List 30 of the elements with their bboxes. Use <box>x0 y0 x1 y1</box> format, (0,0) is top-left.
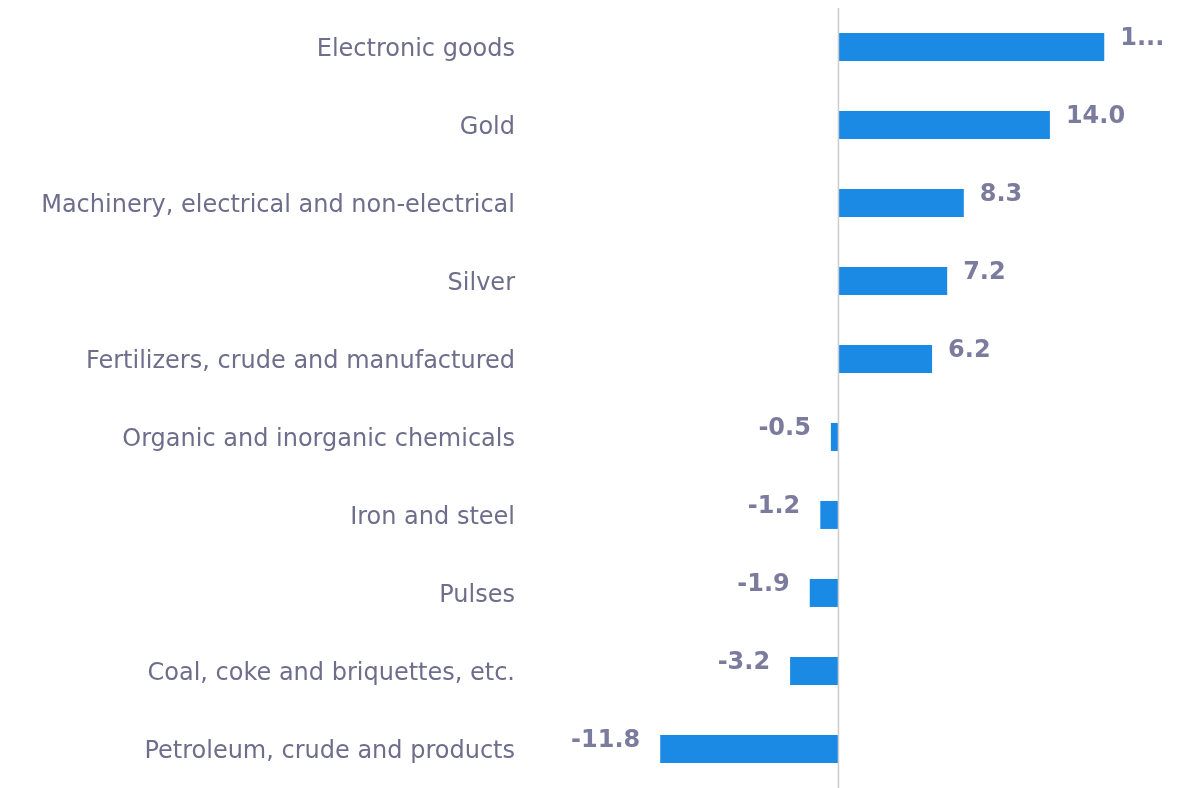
data-label: -11.8 <box>571 724 641 753</box>
data-label: 7.2 <box>963 256 1006 285</box>
bar <box>838 110 1050 139</box>
data-label: -3.2 <box>717 646 771 675</box>
data-label: -0.5 <box>758 412 811 441</box>
data-label: -1.9 <box>737 568 790 597</box>
bar <box>790 656 839 685</box>
bar <box>820 500 839 529</box>
y-tick-label: Electronic goods <box>316 33 515 62</box>
data-label: 8.3 <box>979 178 1023 207</box>
bar <box>660 734 839 763</box>
y-tick-label: Coal, coke and briquettes, etc. <box>147 657 515 686</box>
y-tick-label: Silver <box>447 267 516 296</box>
data-label: 1... <box>1120 22 1165 51</box>
y-tick-label: Machinery, electrical and non-electrical <box>41 189 515 218</box>
bar <box>838 266 948 295</box>
y-tick-label: Fertilizers, crude and manufactured <box>85 345 515 374</box>
bar <box>830 422 839 451</box>
y-tick-label: Organic and inorganic chemicals <box>122 423 515 452</box>
bar <box>838 188 964 217</box>
bar <box>838 32 1105 61</box>
data-label: 6.2 <box>948 334 991 363</box>
y-tick-label: Petroleum, crude and products <box>144 735 515 764</box>
y-tick-label: Pulses <box>439 579 515 608</box>
bar <box>838 344 933 373</box>
y-tick-label: Gold <box>459 111 515 140</box>
y-tick-label: Iron and steel <box>350 501 515 530</box>
bar <box>809 578 839 607</box>
data-label: 14.0 <box>1065 100 1126 129</box>
data-label: -1.2 <box>747 490 801 519</box>
